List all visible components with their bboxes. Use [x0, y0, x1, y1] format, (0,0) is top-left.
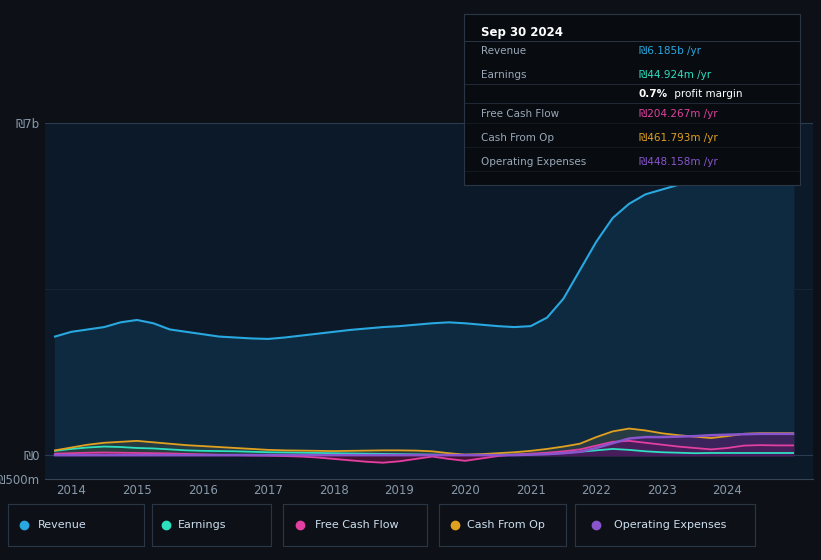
Text: ₪44.924m /yr: ₪44.924m /yr	[639, 70, 711, 80]
Text: Sep 30 2024: Sep 30 2024	[481, 26, 562, 39]
Text: 0.7%: 0.7%	[639, 88, 668, 99]
Text: ₪204.267m /yr: ₪204.267m /yr	[639, 109, 718, 119]
Text: Earnings: Earnings	[178, 520, 227, 530]
Text: Operating Expenses: Operating Expenses	[614, 520, 727, 530]
Text: Cash From Op: Cash From Op	[467, 520, 545, 530]
Text: ₪461.793m /yr: ₪461.793m /yr	[639, 133, 718, 143]
Text: Revenue: Revenue	[38, 520, 87, 530]
Text: Free Cash Flow: Free Cash Flow	[481, 109, 559, 119]
Text: Revenue: Revenue	[481, 46, 525, 56]
Text: Earnings: Earnings	[481, 70, 526, 80]
Text: Free Cash Flow: Free Cash Flow	[314, 520, 398, 530]
Text: ₪448.158m /yr: ₪448.158m /yr	[639, 157, 718, 167]
Text: Operating Expenses: Operating Expenses	[481, 157, 586, 167]
Text: profit margin: profit margin	[671, 88, 742, 99]
Text: ₪6.185b /yr: ₪6.185b /yr	[639, 46, 701, 56]
Text: Cash From Op: Cash From Op	[481, 133, 553, 143]
